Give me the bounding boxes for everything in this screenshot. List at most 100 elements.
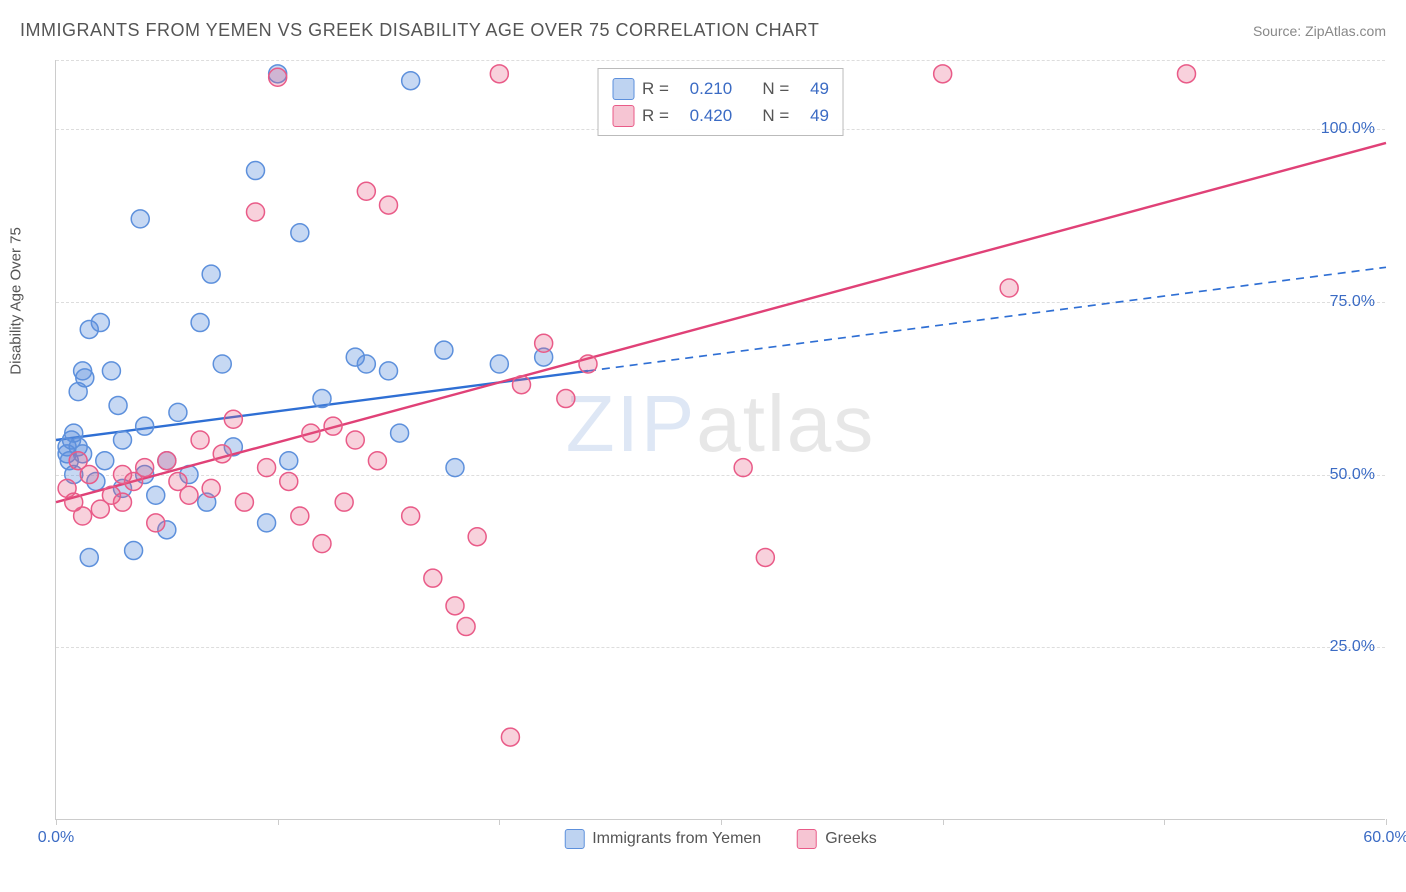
- data-point-yemen: [169, 403, 187, 421]
- data-point-yemen: [490, 355, 508, 373]
- data-point-greeks: [180, 486, 198, 504]
- data-point-greeks: [269, 68, 287, 86]
- data-point-greeks: [756, 548, 774, 566]
- legend-r-value-greeks: 0.420: [690, 102, 733, 129]
- data-point-yemen: [91, 314, 109, 332]
- data-point-greeks: [280, 472, 298, 490]
- data-point-yemen: [402, 72, 420, 90]
- legend-row-yemen: R = 0.210 N = 49: [612, 75, 829, 102]
- data-point-greeks: [313, 535, 331, 553]
- legend-n-value-greeks: 49: [810, 102, 829, 129]
- data-point-yemen: [435, 341, 453, 359]
- data-point-yemen: [291, 224, 309, 242]
- series-legend: Immigrants from Yemen Greeks: [564, 829, 877, 849]
- series-label-yemen: Immigrants from Yemen: [592, 830, 761, 848]
- data-point-yemen: [80, 548, 98, 566]
- data-point-greeks: [346, 431, 364, 449]
- data-point-greeks: [1000, 279, 1018, 297]
- data-point-yemen: [125, 542, 143, 560]
- data-point-yemen: [280, 452, 298, 470]
- data-point-greeks: [934, 65, 952, 83]
- data-point-yemen: [446, 459, 464, 477]
- data-point-yemen: [96, 452, 114, 470]
- data-point-yemen: [380, 362, 398, 380]
- data-point-greeks: [535, 334, 553, 352]
- legend-swatch-greeks: [612, 105, 634, 127]
- source-name: ZipAtlas.com: [1305, 23, 1386, 39]
- data-point-greeks: [557, 390, 575, 408]
- data-point-greeks: [380, 196, 398, 214]
- data-point-yemen: [191, 314, 209, 332]
- legend-r-label: R =: [642, 75, 669, 102]
- data-point-greeks: [80, 466, 98, 484]
- data-point-greeks: [368, 452, 386, 470]
- data-point-greeks: [74, 507, 92, 525]
- data-point-yemen: [357, 355, 375, 373]
- x-tick-mark: [499, 819, 500, 825]
- data-point-greeks: [468, 528, 486, 546]
- x-tick-label: 0.0%: [38, 829, 74, 847]
- data-point-greeks: [335, 493, 353, 511]
- trend-line-greeks: [56, 143, 1386, 502]
- data-point-greeks: [734, 459, 752, 477]
- data-point-greeks: [247, 203, 265, 221]
- data-point-greeks: [513, 376, 531, 394]
- data-point-yemen: [131, 210, 149, 228]
- data-point-greeks: [224, 410, 242, 428]
- data-point-greeks: [158, 452, 176, 470]
- data-point-yemen: [114, 431, 132, 449]
- chart-area: 25.0%50.0%75.0%100.0% Disability Age Ove…: [55, 60, 1385, 820]
- legend-n-label: N =: [762, 102, 789, 129]
- data-point-yemen: [102, 362, 120, 380]
- source-attribution: Source: ZipAtlas.com: [1253, 23, 1386, 39]
- legend-row-greeks: R = 0.420 N = 49: [612, 102, 829, 129]
- legend-r-value-yemen: 0.210: [690, 75, 733, 102]
- x-tick-mark: [278, 819, 279, 825]
- legend-n-value-yemen: 49: [810, 75, 829, 102]
- x-tick-mark: [721, 819, 722, 825]
- data-point-greeks: [402, 507, 420, 525]
- data-point-greeks: [191, 431, 209, 449]
- data-point-greeks: [291, 507, 309, 525]
- data-point-greeks: [235, 493, 253, 511]
- legend-n-label: N =: [762, 75, 789, 102]
- data-point-greeks: [114, 493, 132, 511]
- series-swatch-yemen: [564, 829, 584, 849]
- correlation-legend: R = 0.210 N = 49R = 0.420 N = 49: [597, 68, 844, 136]
- data-point-greeks: [446, 597, 464, 615]
- x-tick-mark: [56, 819, 57, 825]
- trend-line-yemen-dashed: [588, 267, 1386, 371]
- data-point-yemen: [136, 417, 154, 435]
- data-point-yemen: [202, 265, 220, 283]
- data-point-yemen: [213, 355, 231, 373]
- x-tick-mark: [1386, 819, 1387, 825]
- data-point-yemen: [313, 390, 331, 408]
- data-point-yemen: [247, 162, 265, 180]
- series-swatch-greeks: [797, 829, 817, 849]
- legend-swatch-yemen: [612, 78, 634, 100]
- y-axis-title: Disability Age Over 75: [8, 227, 25, 375]
- series-label-greeks: Greeks: [825, 830, 877, 848]
- x-tick-mark: [943, 819, 944, 825]
- data-point-greeks: [424, 569, 442, 587]
- data-point-greeks: [490, 65, 508, 83]
- series-legend-item-yemen: Immigrants from Yemen: [564, 829, 761, 849]
- x-tick-mark: [1164, 819, 1165, 825]
- legend-r-label: R =: [642, 102, 669, 129]
- data-point-greeks: [258, 459, 276, 477]
- data-point-greeks: [147, 514, 165, 532]
- data-point-greeks: [213, 445, 231, 463]
- data-point-greeks: [302, 424, 320, 442]
- data-point-greeks: [202, 479, 220, 497]
- series-legend-item-greeks: Greeks: [797, 829, 877, 849]
- data-point-greeks: [501, 728, 519, 746]
- data-point-greeks: [1178, 65, 1196, 83]
- x-tick-label: 60.0%: [1363, 829, 1406, 847]
- scatter-plot-svg: [56, 60, 1385, 819]
- data-point-greeks: [579, 355, 597, 373]
- chart-title: IMMIGRANTS FROM YEMEN VS GREEK DISABILIT…: [20, 20, 819, 41]
- data-point-greeks: [324, 417, 342, 435]
- source-label: Source:: [1253, 23, 1305, 39]
- data-point-yemen: [147, 486, 165, 504]
- data-point-yemen: [76, 369, 94, 387]
